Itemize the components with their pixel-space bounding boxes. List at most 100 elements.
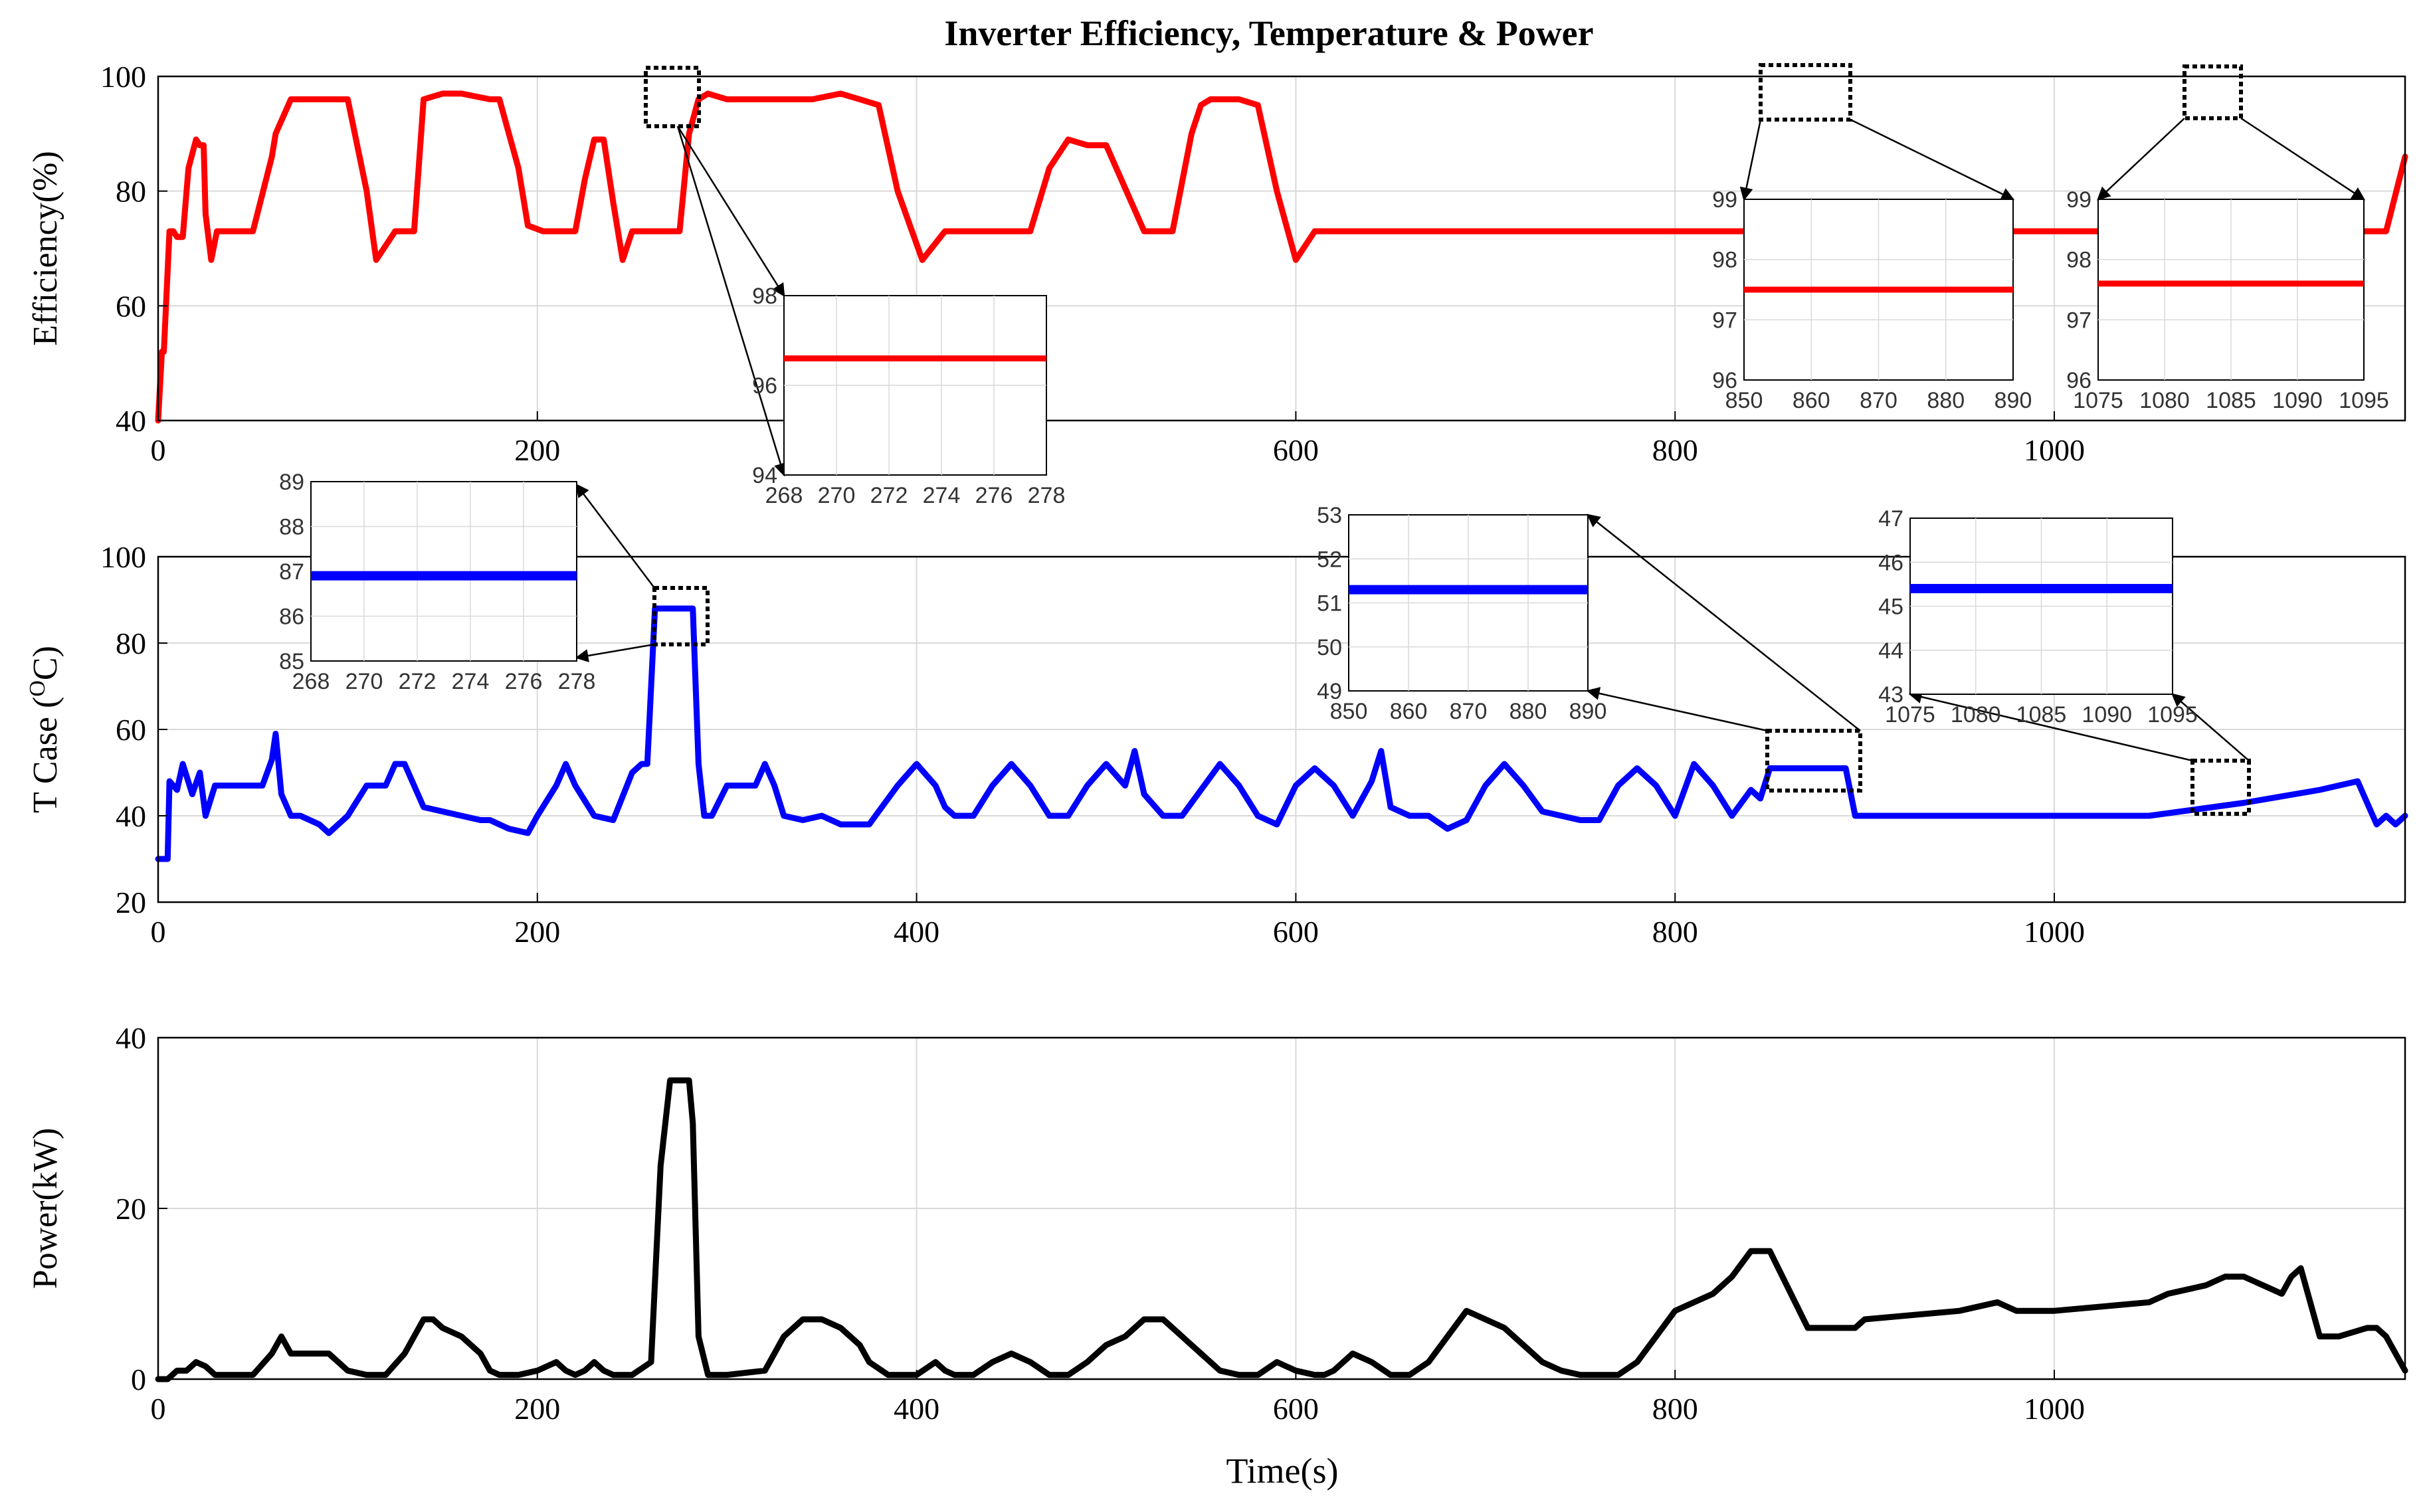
inset-x-tick-label: 870 [1860,388,1897,413]
x-tick-label: 0 [151,915,166,949]
inset-x-tick-label: 850 [1330,699,1368,724]
efficiency-zoom-insets: 268 270 272 274 276 278 94 96 98 850 860 870 880 890 9… [644,63,2389,508]
x-tick-label: 0 [151,1392,166,1426]
x-tick-label: 800 [1652,915,1698,949]
inset-y-tick-label: 50 [1317,635,1342,660]
x-tick-label: 600 [1273,915,1319,949]
zoom-arrow [2171,693,2250,761]
y-tick-label: 40 [116,799,146,833]
x-tick-label: 800 [1652,1392,1698,1426]
y-tick-label: 20 [116,886,146,919]
y-axis-label: Efficiency(%) [27,151,64,346]
panel-temperature: 0 200 400 600 800 1000 20 40 60 80 100 T Case (OC) [25,540,2408,949]
inset-y-tick-label: 49 [1317,679,1342,704]
power-series-line [155,1077,2408,1382]
y-tick-label: 20 [116,1192,146,1226]
inset-x-tick-label: 890 [1994,388,2032,413]
x-tick-label: 200 [514,1392,560,1426]
zoom-region-marker [1759,63,1852,122]
figure-title: Inverter Efficiency, Temperature & Power [944,13,1593,53]
zoom-inset: 1075 1080 1085 1090 1095 43 44 45 46 47 [1878,506,2198,727]
zoom-region-marker [652,586,710,646]
inset-y-tick-label: 97 [2066,308,2091,333]
x-tick-label: 1000 [2024,915,2085,949]
inset-x-tick-label: 268 [292,669,330,694]
zoom-inset: 268 270 272 274 276 278 94 96 98 [752,284,1065,508]
zoom-inset: 850 860 870 880 890 96 97 98 99 [1712,187,2032,413]
inset-y-tick-label: 96 [752,373,777,399]
inset-y-tick-label: 44 [1878,638,1903,664]
zoom-arrow [1586,687,1768,732]
panel-power: 0 200 400 600 800 1000 0 20 40 Power(kW) Time(s) [27,1021,2408,1491]
plot-frame [157,75,2406,422]
inset-x-tick-label: 276 [975,483,1013,508]
zoom-region-marker [644,66,701,128]
zoom-arrow [1908,690,2193,762]
inset-x-tick-label: 880 [1927,388,1965,413]
y-axis-label: Power(kW) [27,1128,64,1289]
inset-x-tick-label: 850 [1725,388,1763,413]
inset-y-tick-label: 51 [1317,591,1342,616]
x-tick-label: 400 [894,1392,939,1426]
x-tick-label: 600 [1273,1392,1319,1426]
efficiency-series-line [155,90,2408,424]
inset-x-tick-label: 870 [1450,699,1488,724]
inset-x-tick-label: 278 [558,669,596,694]
inset-x-tick-label: 1080 [2139,388,2190,413]
x-tick-label: 1000 [2024,1392,2085,1426]
x-tick-label: 200 [514,915,560,949]
inset-x-tick-label: 274 [452,669,490,694]
inset-x-tick-label: 1075 [1885,702,1935,727]
y-tick-label: 100 [100,540,146,574]
y-tick-label: 60 [116,713,146,747]
zoom-arrow [1850,118,2015,201]
zoom-arrow [2097,118,2185,201]
zoom-inset: 1075 1080 1085 1090 1095 96 97 98 99 [2066,187,2389,413]
inset-x-tick-label: 272 [870,483,908,508]
zoom-arrow [676,126,787,477]
inset-y-tick-label: 46 [1878,550,1903,575]
inset-y-tick-label: 47 [1878,506,1903,531]
temperature-zoom-insets: 268 270 272 274 276 278 85 86 87 88 89 850 860 870 880… [279,470,2251,816]
inset-y-tick-label: 52 [1317,547,1342,572]
inset-y-tick-label: 88 [279,515,304,540]
inset-x-tick-label: 274 [923,483,961,508]
inset-x-tick-label: 270 [345,669,383,694]
inset-x-tick-label: 1075 [2073,388,2123,413]
x-tick-label: 800 [1652,433,1698,467]
inset-y-tick-label: 86 [279,605,304,630]
inset-x-tick-label: 276 [505,669,543,694]
panel-efficiency: 0 200 600 800 1000 40 60 80 100 Efficiency(%) [27,60,2408,467]
zoom-arrow [575,484,655,589]
x-tick-label: 0 [151,433,166,467]
inset-y-tick-label: 97 [1712,308,1737,333]
zoom-arrow [575,643,655,662]
inset-y-tick-label: 85 [279,649,304,674]
inset-x-tick-label: 1080 [1951,702,2001,727]
inset-y-tick-label: 98 [752,284,777,309]
y-tick-label: 40 [116,1021,146,1055]
inset-x-tick-label: 880 [1509,699,1547,724]
y-tick-label: 80 [116,175,146,209]
inset-x-tick-label: 270 [818,483,856,508]
inset-x-tick-label: 1095 [2147,702,2198,727]
zoom-arrow [676,126,785,298]
zoom-region-marker [2190,759,2251,816]
inset-x-tick-label: 890 [1569,699,1607,724]
inset-x-tick-label: 272 [399,669,437,694]
y-tick-label: 40 [116,404,146,438]
inset-y-tick-label: 45 [1878,595,1903,620]
zoom-region-marker [1765,729,1862,793]
inset-x-tick-label: 1085 [2016,702,2067,727]
x-tick-label: 200 [514,433,560,467]
inset-x-tick-label: 860 [1390,699,1428,724]
inset-y-tick-label: 53 [1317,503,1342,528]
y-tick-label: 100 [100,60,146,94]
inset-y-tick-label: 89 [279,470,304,495]
inset-x-tick-label: 1090 [2272,388,2323,413]
inset-y-tick-label: 96 [2066,368,2091,393]
x-axis-label: Time(s) [1226,1451,1338,1491]
inset-x-tick-label: 268 [765,483,803,508]
inset-y-tick-label: 43 [1878,682,1903,708]
